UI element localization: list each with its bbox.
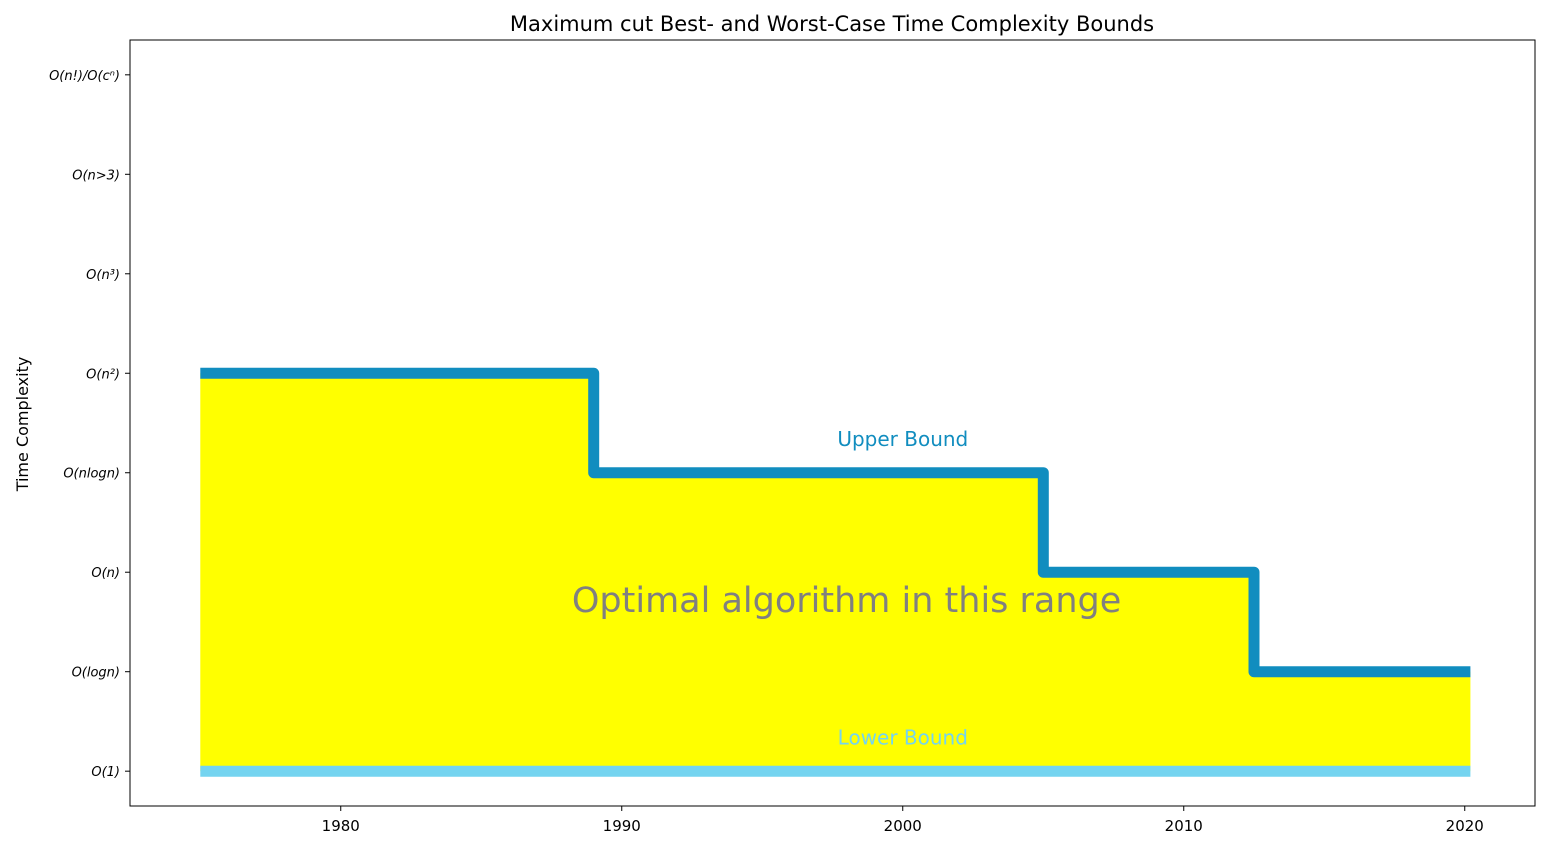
x-tick-label: 2000 [884,817,922,835]
plot-area: Upper Bound Lower Bound Optimal algorith… [200,367,1471,777]
feasible-range-fill [200,373,1471,772]
x-tick-label: 2010 [1165,817,1203,835]
lower-bound-annotation: Lower Bound [838,725,968,749]
y-tick-label: O(n³) [86,268,120,283]
x-tick-label: 2020 [1446,817,1484,835]
upper-bound-annotation: Upper Bound [837,427,968,451]
y-tick-label: O(nlogn) [63,467,120,482]
y-tick-label: O(n!)/O(cⁿ) [49,69,120,84]
y-tick-label: O(1) [91,765,120,780]
y-tick-label: O(logn) [72,666,120,681]
x-tick-label: 1980 [322,817,360,835]
y-tick-label: O(n²) [86,367,120,382]
chart-title: Maximum cut Best- and Worst-Case Time Co… [510,12,1154,36]
upper-bound-line [200,367,1471,678]
y-axis-ticks: O(1) O(logn) O(n) O(nlogn) O(n²) O(n³) O(n>3) O… [49,69,130,780]
y-axis-label: Time Complexity [13,357,32,493]
x-tick-label: 1990 [603,817,641,835]
y-tick-label: O(n) [91,566,120,581]
axes-frame [129,39,1536,807]
x-axis-ticks: 1980 1990 2000 2010 2020 [322,806,1484,835]
optimal-range-annotation: Optimal algorithm in this range [572,581,1121,621]
y-tick-label: O(n>3) [72,168,120,183]
